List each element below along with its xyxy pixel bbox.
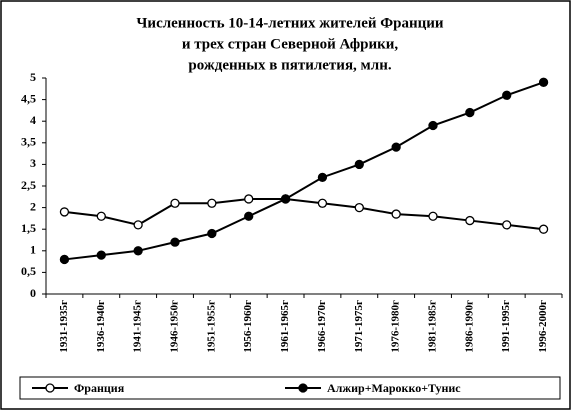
data-point [391, 142, 401, 152]
y-tick-label: 4,5 [21, 91, 36, 105]
x-tick-label: 1986-1990г [463, 300, 475, 353]
data-point [244, 194, 254, 204]
x-tick-label: 1936-1940г [95, 300, 107, 353]
series-line [64, 197, 544, 231]
data-point [59, 207, 70, 217]
data-point [133, 220, 143, 230]
legend-label: Франция [74, 381, 125, 395]
x-tick-label: 1956-1960г [242, 300, 254, 353]
y-tick-label: 3,5 [21, 135, 36, 149]
data-point [317, 172, 328, 183]
data-point [317, 198, 328, 208]
data-point [502, 90, 512, 100]
data-point [133, 246, 143, 256]
data-point [244, 211, 254, 221]
y-tick-label: 0,5 [21, 264, 36, 278]
x-tick-label: 1996-2000г [537, 300, 549, 353]
legend-box [19, 376, 561, 400]
x-tick-label: 1966-1970г [316, 300, 328, 353]
x-tick-label: 1931-1935г [58, 300, 70, 353]
data-point [170, 237, 180, 247]
data-point [428, 120, 438, 131]
series-line [64, 81, 544, 261]
x-tick-label: 1946-1950г [169, 300, 181, 353]
data-point [59, 254, 70, 265]
legend-marker [298, 383, 308, 393]
x-tick-label: 1941-1945г [132, 300, 144, 353]
data-point [207, 198, 217, 208]
y-tick-label: 3 [30, 156, 36, 170]
legend-label: Алжир+Марокко+Тунис [327, 381, 461, 395]
x-tick-label: 1971-1975г [353, 300, 365, 353]
chart-title: и трех стран Северной Африки, [182, 36, 399, 52]
x-tick-label: 1951-1955г [205, 300, 217, 353]
x-tick-label: 1976-1980г [390, 300, 402, 353]
x-tick-label: 1991-1995г [500, 300, 512, 353]
y-tick-label: 1,5 [21, 221, 36, 235]
data-point [465, 107, 475, 118]
data-point [280, 194, 291, 204]
chart-title: рожденных в пятилетия, млн. [188, 57, 391, 73]
data-point [391, 209, 401, 219]
data-point [502, 220, 512, 230]
data-point [354, 159, 364, 170]
data-point [96, 250, 106, 260]
data-point [465, 215, 475, 226]
data-point [96, 211, 106, 221]
data-point [170, 198, 180, 208]
y-tick-label: 4 [30, 113, 36, 127]
x-tick-label: 1961-1965г [279, 300, 291, 353]
y-tick-label: 0 [30, 286, 36, 300]
data-point [538, 77, 549, 87]
data-point [207, 228, 217, 239]
chart-title: Численность 10-14-летних жителей Франции [136, 15, 444, 31]
y-tick-label: 2 [30, 199, 36, 213]
data-point [538, 224, 549, 234]
y-tick-label: 1 [30, 243, 36, 257]
data-point [354, 202, 364, 213]
legend-marker [45, 383, 55, 393]
y-tick-label: 5 [30, 70, 36, 84]
data-point [428, 211, 438, 221]
y-tick-label: 2,5 [21, 178, 36, 192]
x-tick-label: 1981-1985г [427, 300, 439, 353]
